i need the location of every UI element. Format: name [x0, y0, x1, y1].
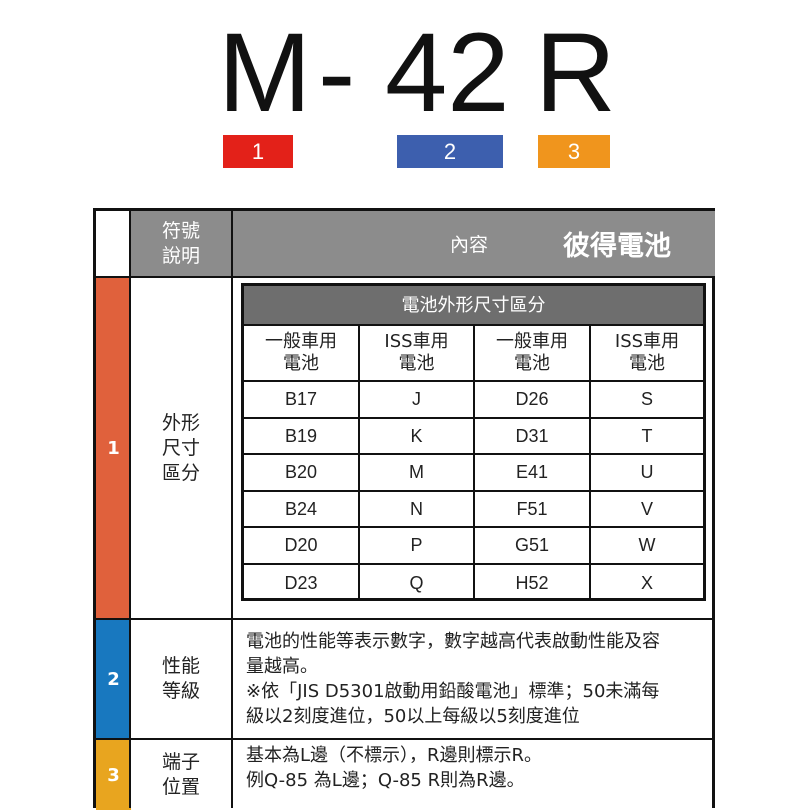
size-table-cell: D23	[244, 564, 360, 601]
label-line: 尺寸	[161, 436, 200, 459]
desc-line: 基本為L邊（不標示），R邊則標示R。	[246, 745, 543, 766]
size-table-cell: V	[591, 492, 703, 528]
size-table-cell: Q	[360, 564, 475, 601]
content-label: 內容	[450, 234, 489, 256]
size-column-header: ISS車用 電池	[591, 326, 703, 382]
size-column-header: ISS車用 電池	[360, 326, 475, 382]
size-table-cell: P	[360, 528, 475, 565]
column-header-line: 電池	[283, 353, 319, 374]
label-line: 性能	[161, 655, 200, 677]
size-column-header: 一般車用 電池	[244, 326, 360, 382]
title-part: -	[318, 10, 356, 135]
row-label-1: 外形 尺寸 區分	[131, 278, 231, 618]
size-table-cell: N	[360, 491, 475, 528]
size-column-header: 一般車用 電池	[475, 326, 591, 382]
size-table-cell: M	[360, 455, 475, 492]
performance-description: 電池的性能等表示數字，數字越高代表啟動性能及容 量越高。 ※依「JIS D530…	[246, 629, 660, 729]
column-header-line: 電池	[398, 353, 435, 374]
model-title: M - 42 R	[0, 10, 800, 135]
header-symbol-line: 符號	[161, 219, 200, 242]
brand-name: 彼得電池	[563, 231, 671, 262]
size-table-cell: J	[360, 382, 475, 419]
size-table-cell: B17	[244, 382, 360, 419]
header-symbol-line: 說明	[161, 244, 200, 267]
size-table-cell: G51	[475, 528, 591, 565]
desc-line: ※依「JIS D5301啟動用鉛酸電池」標準；50未滿每	[246, 681, 660, 702]
size-table-cell: K	[360, 418, 475, 455]
column-header-line: 一般車用	[496, 331, 568, 352]
desc-line: 電池的性能等表示數字，數字越高代表啟動性能及容	[246, 631, 660, 652]
label-box-3: 3	[538, 135, 610, 168]
size-table-cell: E41	[475, 455, 591, 492]
title-part: R	[535, 10, 616, 135]
header-symbol: 符號 說明	[131, 211, 231, 276]
terminal-description: 基本為L邊（不標示），R邊則標示R。 例Q-85 為L邊；Q-85 R則為R邊。	[246, 743, 542, 793]
size-table-cell: S	[591, 382, 703, 419]
size-table-cell: D26	[475, 382, 591, 419]
size-table-cell: X	[640, 572, 653, 593]
label-line: 端子	[161, 751, 200, 773]
column-header-line: ISS車用	[614, 331, 680, 352]
spec-table: 符號 說明 內容 彼得電池 1 2 3 外形 尺寸 區分 性能 等級 端子 位置…	[93, 208, 715, 810]
column-header-line: 一般車用	[265, 331, 337, 352]
size-table-cell: U	[591, 455, 703, 492]
column-header-line: 電池	[629, 353, 665, 374]
divider	[96, 618, 712, 620]
title-part: 42	[385, 10, 510, 135]
row-number-1: 1	[96, 278, 131, 618]
title-part: M	[218, 10, 312, 135]
size-table-cell: H52	[475, 564, 591, 601]
size-table-cell: W	[591, 528, 703, 565]
row-number-2: 2	[96, 620, 131, 738]
size-table-cell: B20	[244, 455, 360, 492]
label-box-1: 1	[223, 135, 293, 168]
divider	[96, 738, 712, 740]
size-table-cell: T	[591, 419, 703, 455]
label-line: 位置	[161, 776, 200, 798]
header-content: 內容 彼得電池	[233, 211, 715, 276]
size-table-cell: B19	[244, 418, 360, 455]
desc-line: 量越高。	[246, 656, 318, 677]
divider	[129, 211, 131, 808]
column-header-line: ISS車用	[384, 331, 449, 352]
column-header-line: 電池	[514, 353, 550, 374]
row-number-3: 3	[96, 740, 131, 810]
desc-line: 例Q-85 為L邊；Q-85 R則為R邊。	[246, 770, 525, 791]
size-table-title: 電池外形尺寸區分	[244, 286, 703, 326]
divider	[96, 276, 712, 278]
size-table-cell: D31	[475, 418, 591, 455]
size-table-cell: B24	[244, 491, 360, 528]
label-box-2: 2	[397, 135, 503, 168]
size-table-cell: F51	[475, 491, 591, 528]
label-line: 外形	[161, 411, 200, 434]
size-table-cell: D20	[244, 528, 360, 565]
size-table: 電池外形尺寸區分 一般車用 電池 ISS車用 電池 一般車用 電池 ISS車用 電池 B17 J D…	[241, 283, 706, 601]
label-line: 區分	[161, 461, 200, 484]
label-line: 等級	[161, 680, 200, 702]
row-label-2: 性能 等級	[131, 620, 231, 738]
row-label-3: 端子 位置	[131, 740, 231, 810]
desc-line: 級以2刻度進位，50以上每級以5刻度進位	[246, 706, 580, 727]
divider	[231, 211, 233, 808]
